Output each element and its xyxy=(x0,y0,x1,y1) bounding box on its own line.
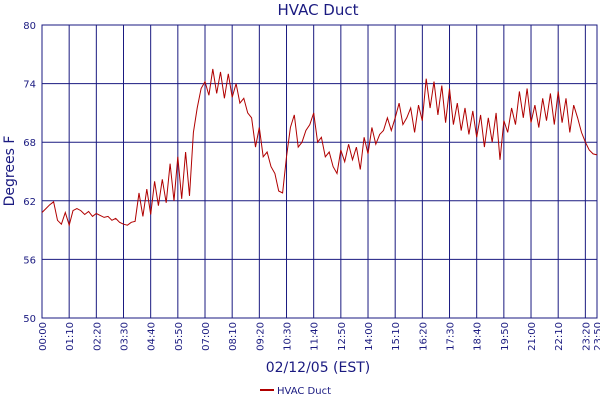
x-tick-label: 02:20 xyxy=(92,322,103,351)
y-tick-label: 68 xyxy=(23,138,36,149)
data-line xyxy=(41,68,598,228)
x-tick-label: 19:50 xyxy=(500,322,511,351)
x-tick-label: 14:00 xyxy=(364,322,375,351)
x-tick-label: 23:50 xyxy=(593,322,600,351)
x-tick-label: 12:50 xyxy=(337,322,348,351)
plot-frame xyxy=(41,24,598,319)
x-tick-label: 01:10 xyxy=(65,322,76,351)
y-tick-label: 74 xyxy=(23,80,36,91)
x-tick-label: 11:40 xyxy=(310,322,321,351)
x-tick-label: 00:00 xyxy=(38,322,49,351)
x-tick-label: 18:40 xyxy=(473,322,484,351)
y-tick-label: 56 xyxy=(23,255,36,266)
y-axis-title: Degrees F xyxy=(2,136,18,207)
x-tick-label: 04:40 xyxy=(147,322,158,351)
x-tick-label: 03:30 xyxy=(120,322,131,351)
x-tick-label: 22:10 xyxy=(554,322,565,351)
x-tick-label: 09:20 xyxy=(255,322,266,351)
x-axis-title: 02/12/05 (EST) xyxy=(266,360,371,376)
y-tick-label: 50 xyxy=(23,314,36,325)
x-tick-label: 08:10 xyxy=(228,322,239,351)
x-tick-label: 15:10 xyxy=(391,322,402,351)
y-tick-label: 62 xyxy=(23,197,36,208)
x-tick-label: 10:30 xyxy=(283,322,294,351)
x-tick-label: 16:20 xyxy=(418,322,429,351)
x-tick-label: 17:30 xyxy=(446,322,457,351)
y-tick-label: 80 xyxy=(23,21,36,32)
x-tick-label: 21:00 xyxy=(527,322,538,351)
chart-title: HVAC Duct xyxy=(277,1,358,19)
legend-label: HVAC Duct xyxy=(277,386,331,397)
x-tick-label: 05:50 xyxy=(174,322,185,351)
x-tick-label: 07:00 xyxy=(201,322,212,351)
x-tick-label: 23:20 xyxy=(581,322,592,351)
